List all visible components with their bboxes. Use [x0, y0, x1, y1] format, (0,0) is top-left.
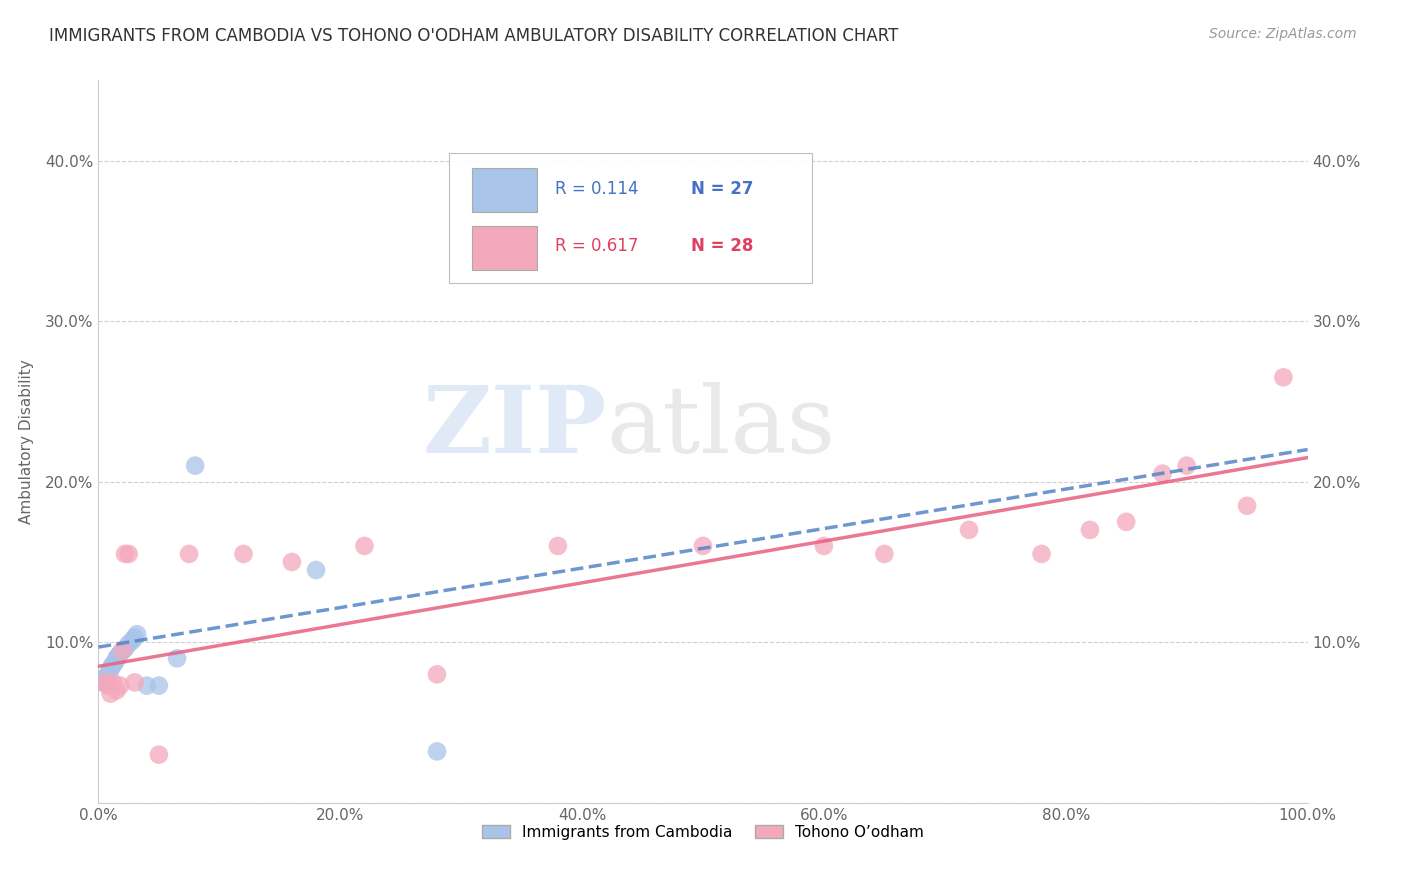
Text: Source: ZipAtlas.com: Source: ZipAtlas.com: [1209, 27, 1357, 41]
Text: atlas: atlas: [606, 382, 835, 472]
Point: [121, 633, 143, 648]
Point: [100, 659, 122, 673]
Point: [184, 458, 207, 473]
Point: [100, 687, 122, 701]
Point: [101, 657, 124, 672]
Point: [166, 651, 188, 665]
Point: [1272, 370, 1295, 384]
FancyBboxPatch shape: [472, 169, 537, 212]
Point: [105, 683, 128, 698]
Point: [118, 637, 141, 651]
Point: [127, 627, 149, 641]
Point: [426, 744, 449, 758]
Point: [426, 667, 449, 681]
Text: N = 28: N = 28: [690, 237, 754, 255]
Point: [114, 547, 136, 561]
Point: [232, 547, 254, 561]
Point: [108, 648, 131, 662]
Point: [873, 547, 896, 561]
Point: [281, 555, 304, 569]
Text: ZIP: ZIP: [422, 382, 606, 472]
Point: [1031, 547, 1053, 561]
Point: [105, 651, 128, 665]
Point: [93, 675, 115, 690]
Point: [1115, 515, 1137, 529]
Point: [1175, 458, 1198, 473]
Point: [104, 655, 127, 669]
Point: [101, 675, 124, 690]
Point: [148, 679, 170, 693]
Point: [97, 667, 120, 681]
Point: [1152, 467, 1174, 481]
Y-axis label: Ambulatory Disability: Ambulatory Disability: [18, 359, 34, 524]
Point: [96, 669, 118, 683]
Point: [1236, 499, 1258, 513]
Point: [100, 663, 122, 677]
Point: [813, 539, 835, 553]
Point: [107, 649, 129, 664]
Text: IMMIGRANTS FROM CAMBODIA VS TOHONO O'ODHAM AMBULATORY DISABILITY CORRELATION CHA: IMMIGRANTS FROM CAMBODIA VS TOHONO O'ODH…: [49, 27, 898, 45]
Point: [93, 672, 115, 686]
Point: [98, 664, 121, 678]
Point: [97, 679, 120, 693]
FancyBboxPatch shape: [472, 226, 537, 270]
Point: [547, 539, 569, 553]
Point: [118, 547, 141, 561]
Legend: Immigrants from Cambodia, Tohono O’odham: Immigrants from Cambodia, Tohono O’odham: [477, 819, 929, 846]
Point: [108, 679, 131, 693]
Point: [1078, 523, 1101, 537]
Point: [148, 747, 170, 762]
Point: [111, 643, 134, 657]
Text: R = 0.617: R = 0.617: [555, 237, 638, 255]
Point: [94, 671, 117, 685]
Point: [305, 563, 328, 577]
Point: [692, 539, 714, 553]
Text: R = 0.114: R = 0.114: [555, 179, 638, 197]
Point: [124, 675, 146, 690]
Point: [353, 539, 375, 553]
Point: [91, 675, 114, 690]
Point: [124, 631, 146, 645]
Point: [179, 547, 201, 561]
Point: [114, 641, 136, 656]
Text: N = 27: N = 27: [690, 179, 754, 197]
Point: [108, 647, 131, 661]
Point: [135, 679, 157, 693]
FancyBboxPatch shape: [449, 153, 811, 283]
Point: [103, 656, 125, 670]
Point: [957, 523, 980, 537]
Point: [111, 643, 134, 657]
